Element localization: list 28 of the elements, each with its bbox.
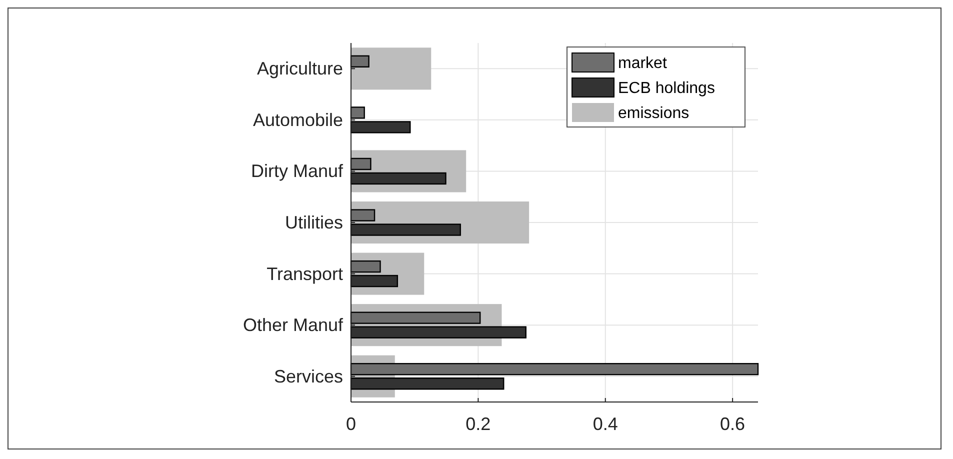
legend-label: market [618, 55, 668, 72]
bar [350, 55, 370, 68]
legend-label: ECB holdings [618, 80, 715, 97]
x-tick-label: 0.6 [720, 414, 746, 434]
bar [350, 378, 504, 390]
legend-label: emissions [618, 105, 690, 122]
bar [350, 106, 365, 119]
x-tick-label: 0.2 [466, 414, 491, 434]
y-tick-label: Other Manuf [242, 315, 344, 336]
bar [350, 158, 372, 170]
y-tick-label: Transport [266, 264, 343, 284]
bar [350, 224, 461, 236]
bar [350, 260, 381, 273]
y-tick-label: Dirty Manuf [250, 161, 344, 182]
bar [350, 363, 759, 376]
bar [350, 121, 411, 134]
y-tick-label: Utilities [284, 212, 343, 232]
bar [350, 172, 446, 185]
bar [350, 326, 526, 338]
y-tick-label: Agriculture [256, 58, 343, 79]
x-tick-label: 0.4 [592, 414, 618, 434]
y-tick-label: Automobile [252, 110, 343, 130]
bar [350, 312, 481, 324]
y-tick-label: Services [274, 366, 343, 386]
x-tick-label: 0 [346, 414, 356, 434]
bar [350, 209, 376, 222]
bar [350, 274, 398, 288]
bar [351, 48, 432, 90]
